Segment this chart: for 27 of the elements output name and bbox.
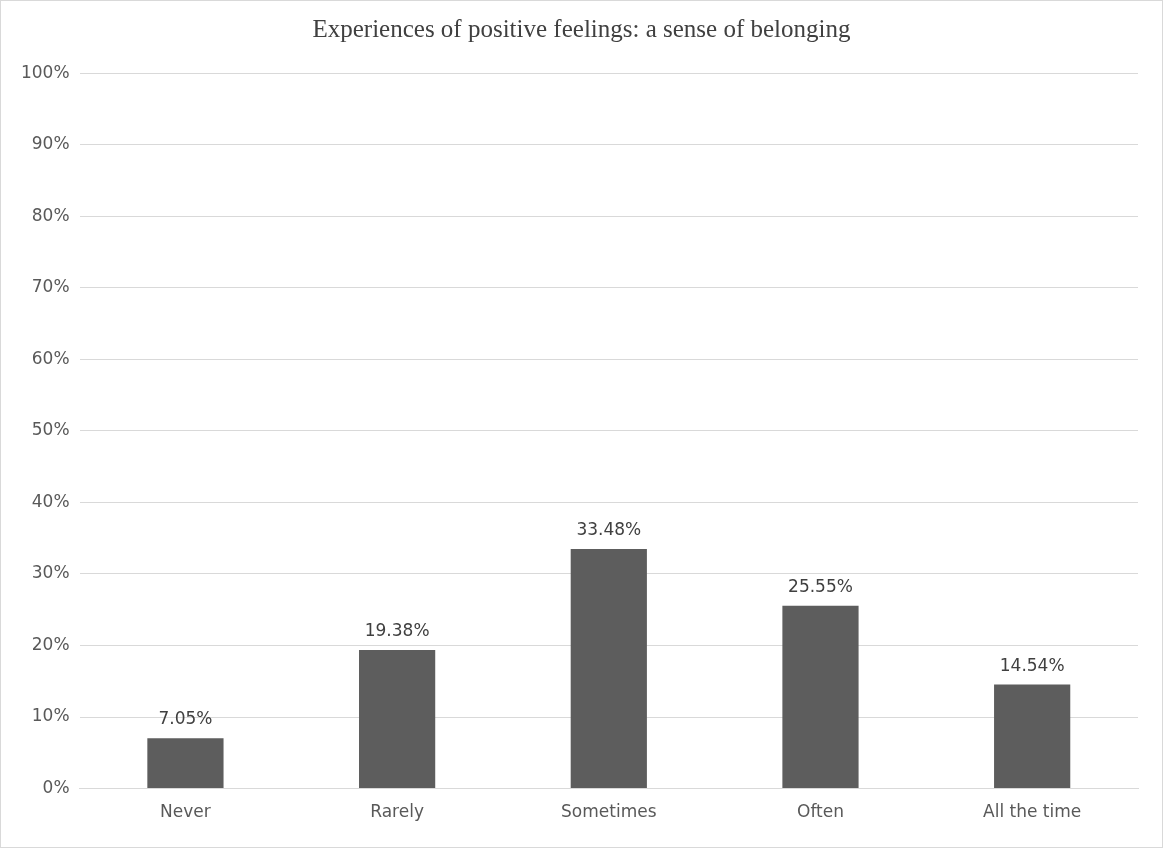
y-tick-label: 10% <box>31 705 70 726</box>
y-tick-label: 70% <box>31 276 70 297</box>
y-tick-label: 100% <box>20 61 70 82</box>
y-tick-label: 80% <box>31 204 70 225</box>
y-tick-label: 40% <box>31 490 70 511</box>
data-label: 7.05% <box>158 708 213 729</box>
data-label: 14.54% <box>999 654 1065 675</box>
y-tick-label: 60% <box>31 347 70 368</box>
y-tick-label: 30% <box>31 562 70 583</box>
y-tick-label: 20% <box>31 633 70 654</box>
x-tick-label: Often <box>797 801 844 822</box>
bar <box>782 605 859 789</box>
data-label: 33.48% <box>576 519 642 540</box>
y-tick-label: 0% <box>42 777 70 798</box>
data-label: 19.38% <box>364 619 430 640</box>
y-tick-label: 90% <box>31 133 70 154</box>
x-tick-label: All the time <box>983 801 1082 822</box>
x-tick-label: Never <box>160 801 211 822</box>
y-tick-label: 50% <box>31 419 70 440</box>
x-tick-label: Rarely <box>370 801 424 822</box>
bar <box>570 549 647 789</box>
bar <box>994 684 1071 789</box>
bar <box>147 738 224 789</box>
x-tick-label: Sometimes <box>561 801 657 822</box>
chart-title: Experiences of positive feelings: a sense of belonging <box>311 15 852 43</box>
bar <box>359 649 436 789</box>
data-label: 25.55% <box>788 575 853 596</box>
